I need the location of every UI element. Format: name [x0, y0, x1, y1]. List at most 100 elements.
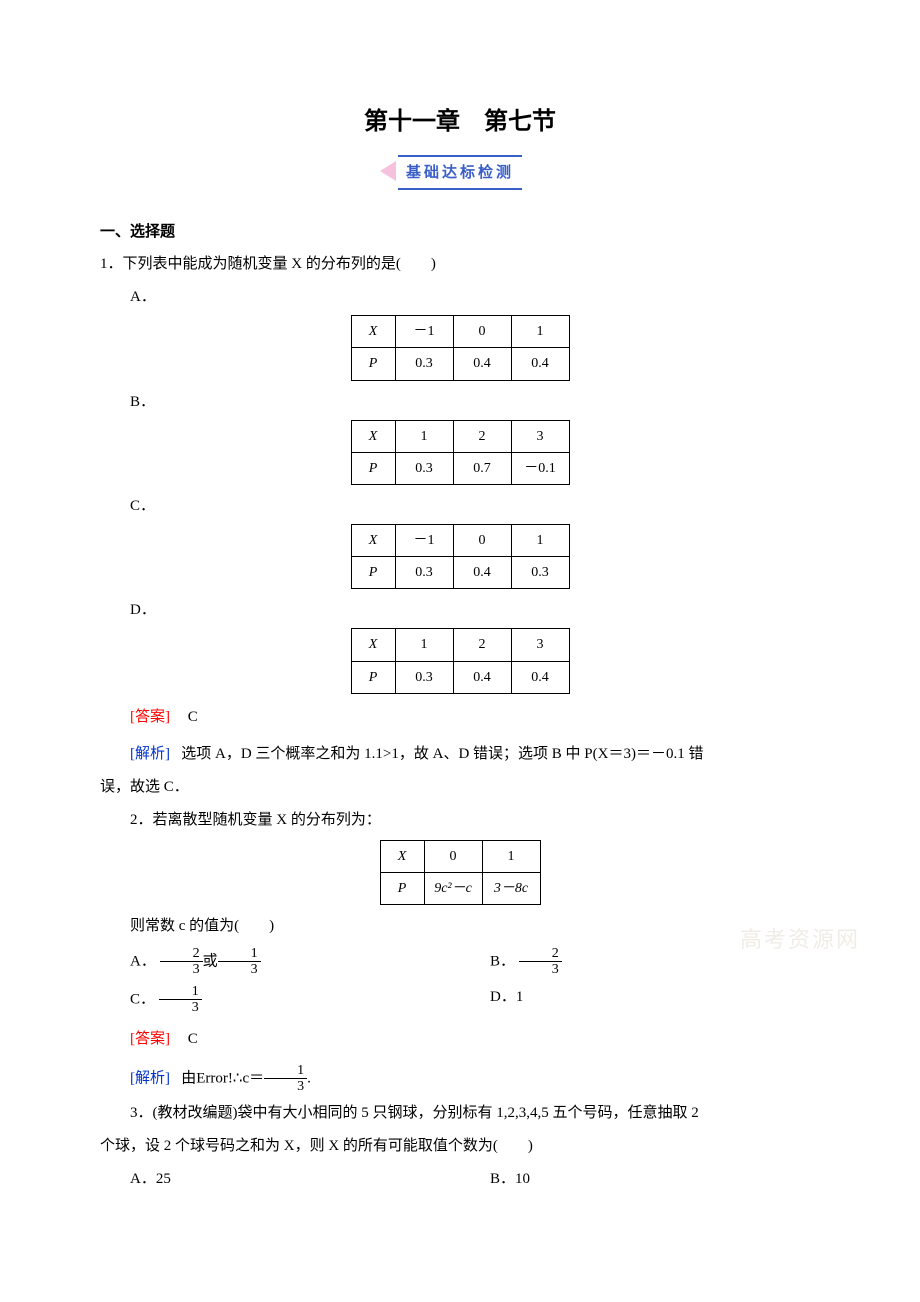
answer-label: [答案] [130, 1031, 170, 1047]
table-header-x: X [351, 629, 395, 661]
q2-stem: 2．若离散型随机变量 X 的分布列为： [100, 807, 820, 834]
table-cell: 3 [511, 629, 569, 661]
table-cell: 1 [511, 524, 569, 556]
q1-answer: [答案] C [100, 704, 820, 731]
section-header: 一、选择题 [100, 218, 820, 245]
table-header-x: X [351, 524, 395, 556]
answer-label: [答案] [130, 709, 170, 725]
q3-stem-line2: 个球，设 2 个球号码之和为 X，则 X 的所有可能取值个数为( ) [100, 1133, 820, 1160]
option-prefix: B． [490, 953, 515, 969]
q3-opt-a: A．25 [100, 1166, 460, 1193]
fraction: 13 [218, 946, 261, 978]
q1-table-b: X 1 2 3 P 0.3 0.7 －0.1 [100, 420, 820, 485]
frac-den: 3 [218, 962, 261, 977]
table-cell: 2 [453, 629, 511, 661]
q1-analysis-line2: 误，故选 C． [100, 774, 820, 801]
q2-opt-a: A． 23或13 [100, 946, 460, 978]
fraction: 23 [519, 946, 562, 978]
frac-num: 2 [160, 946, 203, 962]
option-prefix: C． [130, 991, 155, 1007]
table-cell: 9c²－c [424, 872, 482, 904]
fraction: 13 [264, 1063, 307, 1095]
table-cell: 2 [453, 420, 511, 452]
banner-text: 基础达标检测 [398, 155, 522, 190]
table-header-p: P [351, 557, 395, 589]
q2-opts-row2: C． 13 D．1 [100, 984, 820, 1016]
q2-opt-d: D．1 [460, 984, 820, 1016]
q3-stem-line1: 3．(教材改编题)袋中有大小相同的 5 只钢球，分别标有 1,2,3,4,5 五… [100, 1100, 820, 1127]
analysis-text: 选项 A，D 三个概率之和为 1.1>1，故 A、D 错误；选项 B 中 P(X… [181, 746, 703, 762]
table-cell: 0 [453, 524, 511, 556]
answer-value: C [188, 709, 198, 725]
q1-stem: 1．下列表中能成为随机变量 X 的分布列的是( ) [100, 251, 820, 278]
q1-opt-a-label: A． [100, 284, 820, 311]
frac-num: 2 [519, 946, 562, 962]
q1-table-a: X －1 0 1 P 0.3 0.4 0.4 [100, 315, 820, 380]
q1-opt-d-label: D． [100, 597, 820, 624]
q2-opts-row1: A． 23或13 B． 23 [100, 946, 820, 978]
q2-opt-c: C． 13 [100, 984, 460, 1016]
text-or: 或 [203, 953, 218, 969]
table-header-x: X [380, 840, 424, 872]
table-header-p: P [351, 661, 395, 693]
table-cell: 1 [511, 316, 569, 348]
banner-triangle-icon [380, 161, 396, 181]
table-cell: －0.1 [511, 452, 569, 484]
frac-num: 1 [218, 946, 261, 962]
frac-den: 3 [159, 1000, 202, 1015]
analysis-tail: . [307, 1070, 311, 1086]
table-header-x: X [351, 420, 395, 452]
table-cell: 0.4 [453, 348, 511, 380]
frac-den: 3 [519, 962, 562, 977]
analysis-pre: 由 [181, 1070, 196, 1086]
q2-table: X 0 1 P 9c²－c 3－8c [100, 840, 820, 905]
table-cell: 0.4 [511, 348, 569, 380]
frac-den: 3 [264, 1079, 307, 1094]
table-cell: 0.3 [395, 557, 453, 589]
table-cell: 1 [395, 420, 453, 452]
q1-analysis-line1: [解析] 选项 A，D 三个概率之和为 1.1>1，故 A、D 错误；选项 B … [100, 741, 820, 768]
table-cell: 0.4 [453, 557, 511, 589]
q2-answer: [答案] C [100, 1026, 820, 1053]
analysis-error: Error! [196, 1070, 233, 1086]
table-cell: 0 [453, 316, 511, 348]
q3-opts-row1: A．25 B．10 [100, 1166, 820, 1193]
q2-tail: 则常数 c 的值为( ) [100, 913, 820, 940]
q1-opt-b-label: B． [100, 389, 820, 416]
table-cell: 0 [424, 840, 482, 872]
q1-opt-c-label: C． [100, 493, 820, 520]
fraction: 13 [159, 984, 202, 1016]
table-cell: 0.3 [395, 452, 453, 484]
table-cell: －1 [395, 524, 453, 556]
table-header-p: P [351, 452, 395, 484]
analysis-mid: ∴c＝ [233, 1070, 264, 1086]
frac-num: 1 [159, 984, 202, 1000]
q1-table-c: X －1 0 1 P 0.3 0.4 0.3 [100, 524, 820, 589]
table-cell: 0.3 [511, 557, 569, 589]
q3-opt-b: B．10 [460, 1166, 820, 1193]
table-header-x: X [351, 316, 395, 348]
table-cell: 0.4 [453, 661, 511, 693]
table-cell: 0.7 [453, 452, 511, 484]
option-prefix: A． [130, 953, 156, 969]
table-cell: 3－8c [482, 872, 540, 904]
table-cell: 0.3 [395, 661, 453, 693]
analysis-label: [解析] [130, 746, 170, 762]
table-header-p: P [351, 348, 395, 380]
table-header-p: P [380, 872, 424, 904]
answer-value: C [188, 1031, 198, 1047]
table-cell: －1 [395, 316, 453, 348]
table-cell: 0.4 [511, 661, 569, 693]
table-cell: 3 [511, 420, 569, 452]
frac-num: 1 [264, 1063, 307, 1079]
table-cell: 0.3 [395, 348, 453, 380]
analysis-label: [解析] [130, 1070, 170, 1086]
q2-opt-b: B． 23 [460, 946, 820, 978]
chapter-title: 第十一章 第七节 [100, 100, 820, 143]
fraction: 23 [160, 946, 203, 978]
q1-table-d: X 1 2 3 P 0.3 0.4 0.4 [100, 628, 820, 693]
frac-den: 3 [160, 962, 203, 977]
table-cell: 1 [482, 840, 540, 872]
table-cell: 1 [395, 629, 453, 661]
q2-analysis: [解析] 由Error!∴c＝13. [100, 1063, 820, 1095]
